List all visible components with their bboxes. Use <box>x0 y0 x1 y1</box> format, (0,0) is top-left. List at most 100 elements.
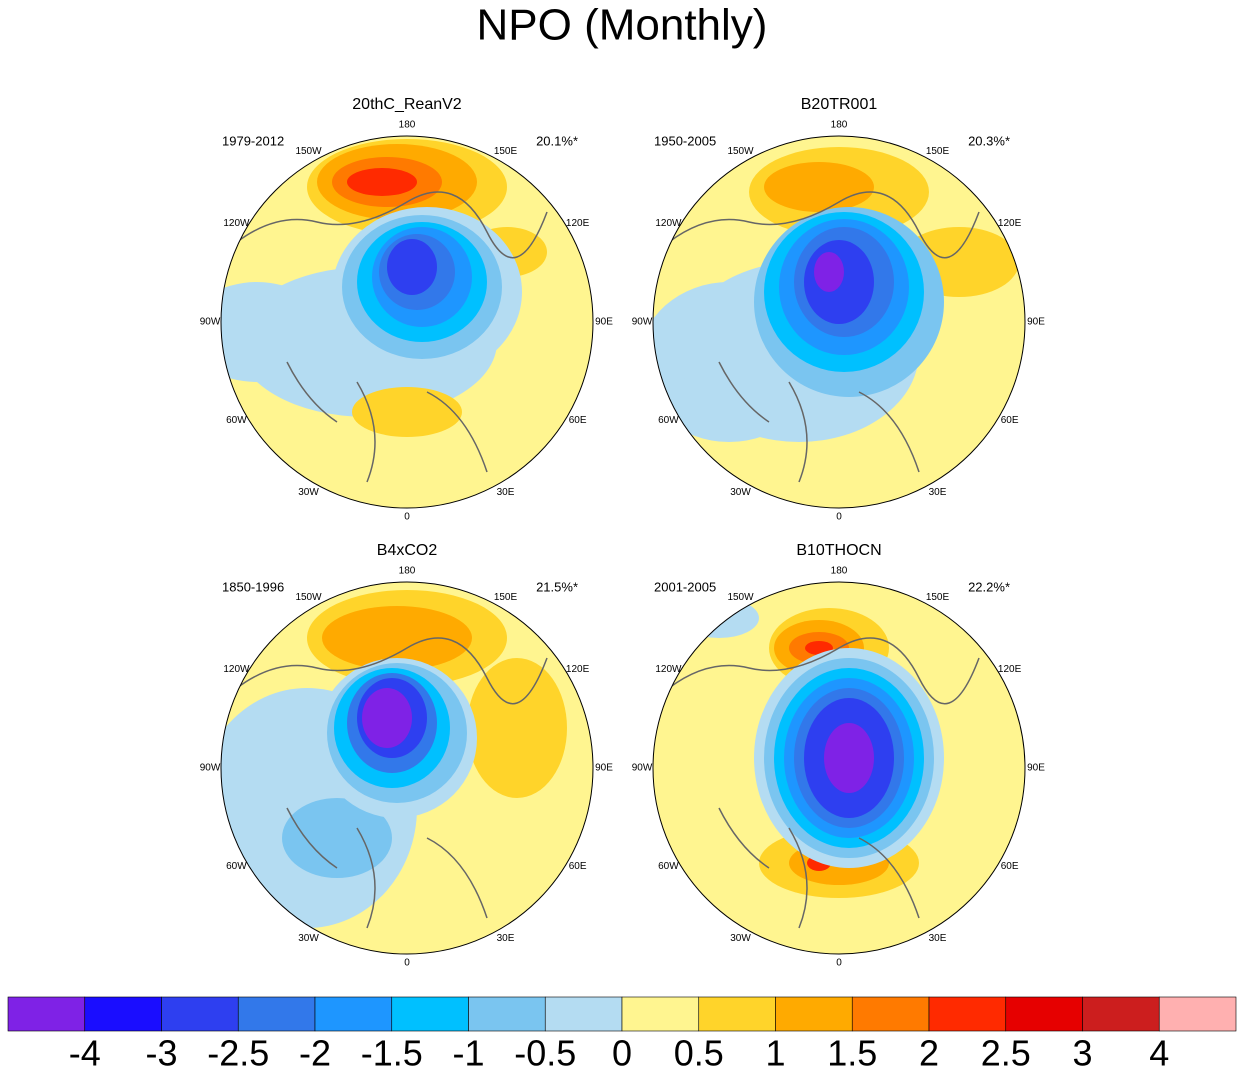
colorbar-label: -1 <box>452 1033 484 1074</box>
panel-variance: 20.1%* <box>536 133 578 148</box>
colorbar-box <box>468 996 546 1032</box>
longitude-label: 180 <box>399 120 416 131</box>
longitude-label: 60E <box>569 861 587 872</box>
colorbar-label: 0.5 <box>674 1033 724 1074</box>
longitude-label: 0 <box>404 958 410 969</box>
longitude-label: 120W <box>655 218 682 229</box>
longitude-label: 120W <box>223 218 250 229</box>
colorbar-box <box>391 996 469 1032</box>
field-contour <box>352 387 462 437</box>
colorbar-label: -2 <box>299 1033 331 1074</box>
longitude-label: 90W <box>200 317 221 328</box>
longitude-label: 60W <box>226 861 247 872</box>
map-border <box>652 581 1026 955</box>
longitude-label: 30E <box>929 487 947 498</box>
longitude-label: 120W <box>655 664 682 675</box>
field-contour <box>679 598 759 638</box>
colorbar-box <box>84 996 162 1032</box>
longitude-label: 30E <box>929 933 947 944</box>
longitude-label: 90W <box>200 763 221 774</box>
longitude-label: 150E <box>494 146 518 157</box>
longitude-label: 30E <box>497 487 515 498</box>
colorbar-box <box>928 996 1007 1032</box>
panel-period: 1950-2005 <box>654 133 716 148</box>
longitude-label: 150E <box>926 592 950 603</box>
map-panel <box>221 136 593 508</box>
coastline <box>668 191 980 483</box>
longitude-label: 90E <box>595 763 613 774</box>
colorbar-label: 2.5 <box>981 1033 1031 1074</box>
longitude-label: 60W <box>658 415 679 426</box>
colorbar-label: -2.5 <box>207 1033 269 1074</box>
map-panel <box>653 582 1025 954</box>
map-border <box>220 581 594 955</box>
longitude-label: 0 <box>404 512 410 523</box>
longitude-label: 90E <box>1027 763 1045 774</box>
panel-variance: 21.5%* <box>536 579 578 594</box>
coastline <box>668 637 980 929</box>
map-border <box>220 135 594 509</box>
longitude-label: 90E <box>1027 317 1045 328</box>
longitude-label: 120E <box>998 664 1022 675</box>
panel-variance: 22.2%* <box>968 579 1010 594</box>
panel-period: 2001-2005 <box>654 579 716 594</box>
longitude-label: 150W <box>295 592 322 603</box>
colorbar-box <box>314 996 393 1032</box>
longitude-label: 180 <box>831 120 848 131</box>
field-contour <box>347 168 417 196</box>
coastline <box>236 637 548 929</box>
longitude-label: 180 <box>399 566 416 577</box>
longitude-label: 30W <box>298 933 319 944</box>
map-panel <box>221 582 593 954</box>
map-panel <box>653 136 1025 508</box>
field-contour <box>764 162 874 212</box>
longitude-label: 90E <box>595 317 613 328</box>
longitude-label: 0 <box>836 512 842 523</box>
longitude-label: 60E <box>1001 415 1019 426</box>
coastline <box>236 191 548 483</box>
colorbar-label: -1.5 <box>361 1033 423 1074</box>
colorbar-box <box>7 996 86 1032</box>
colorbar-box <box>544 996 623 1032</box>
colorbar-label: -0.5 <box>514 1033 576 1074</box>
longitude-label: 120E <box>998 218 1022 229</box>
colorbar-box <box>851 996 930 1032</box>
longitude-label: 90W <box>632 317 653 328</box>
field-contour <box>467 658 567 798</box>
longitude-label: 150W <box>295 146 322 157</box>
field-contour <box>824 723 874 793</box>
longitude-label: 120E <box>566 664 590 675</box>
colorbar-box <box>698 996 776 1032</box>
colorbar-label: -3 <box>145 1033 177 1074</box>
colorbar-label: 1.5 <box>827 1033 877 1074</box>
longitude-label: 180 <box>831 566 848 577</box>
colorbar-label: 2 <box>919 1033 939 1074</box>
colorbar-label: 4 <box>1149 1033 1169 1074</box>
longitude-label: 0 <box>836 958 842 969</box>
longitude-label: 150E <box>926 146 950 157</box>
panel-period: 1979-2012 <box>222 133 284 148</box>
longitude-label: 90W <box>632 763 653 774</box>
field-contour <box>387 239 437 295</box>
panel-title: B10THOCN <box>796 542 881 559</box>
figure-title: NPO (Monthly) <box>477 1 768 50</box>
panel-title: B4xCO2 <box>377 542 438 559</box>
longitude-label: 120W <box>223 664 250 675</box>
longitude-label: 60E <box>569 415 587 426</box>
colorbar-box <box>1005 996 1083 1032</box>
panel-period: 1850-1996 <box>222 579 284 594</box>
colorbar-label: -4 <box>69 1033 101 1074</box>
field-contour <box>362 688 412 748</box>
longitude-label: 30E <box>497 933 515 944</box>
map-border <box>652 135 1026 509</box>
field-contour <box>322 606 472 670</box>
colorbar-label: 1 <box>765 1033 785 1074</box>
panel-title: B20TR001 <box>801 96 878 113</box>
colorbar-box <box>775 996 853 1032</box>
colorbar-box <box>237 996 316 1032</box>
colorbar-box <box>621 996 700 1032</box>
longitude-label: 120E <box>566 218 590 229</box>
longitude-label: 150E <box>494 592 518 603</box>
longitude-label: 150W <box>727 592 754 603</box>
